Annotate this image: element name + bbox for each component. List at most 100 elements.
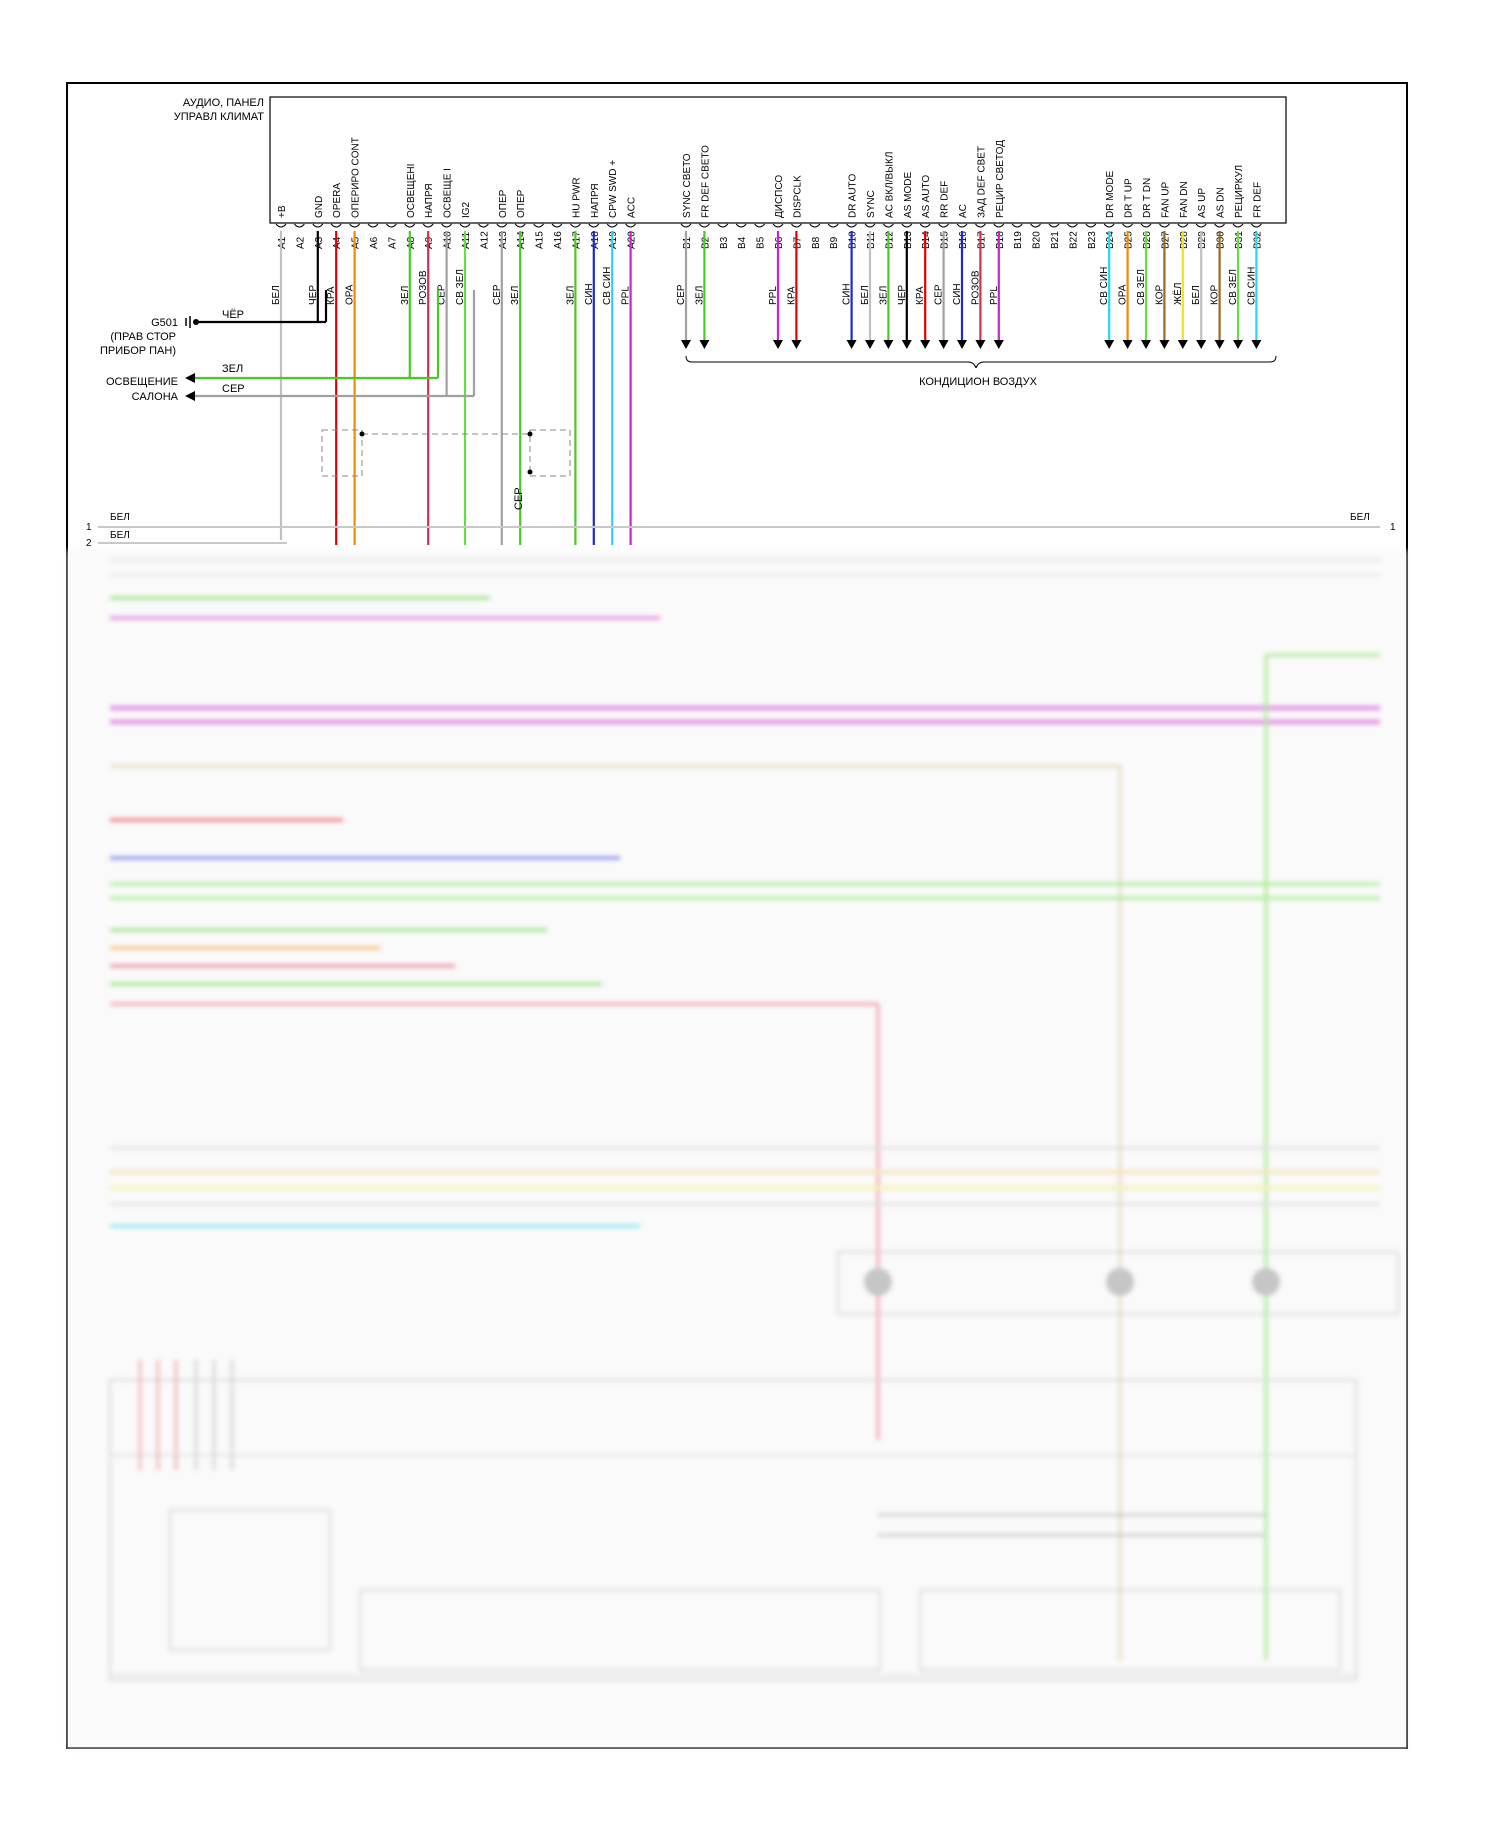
pin-func-b16: AC [958,204,969,218]
pin-socket-a7 [386,223,397,228]
pin-func-a5: ОПЕРИРО CONT [351,137,362,218]
pin-label-b20: B20 [1032,231,1043,249]
pin-func-b13: AS MODE [903,172,914,218]
pin-func-b29: AS UP [1197,188,1208,218]
pin-socket-a19 [606,223,618,228]
wire-label-a13: СЕР [492,284,503,305]
pin-func-b24: DR MODE [1105,170,1116,218]
output-label-2: САЛОНА [132,391,179,403]
arrow-b12 [883,340,894,349]
arrow-b32 [1251,340,1262,349]
lower-diagram-blurred [66,550,1408,1750]
pin-label-b18: B18 [995,231,1006,249]
pin-func-a9: НАПРЯ [424,183,435,218]
pin-func-a10: ОСВЕЩЕ І [443,168,454,218]
pin-func-b32: FR DEF [1252,182,1263,218]
output-gray-wire-label: СЕР [222,383,245,395]
pin-socket-b6 [772,223,784,228]
ground-sub1: (ПРАВ СТОР [110,331,176,343]
pin-socket-a11 [459,223,471,228]
hvac-bracket: КОНДИЦИОН ВОЗДУХ [685,355,1277,388]
pin-socket-b23 [1085,223,1097,228]
pin-label-b27: B27 [1160,231,1171,249]
blur-background [66,550,1408,1750]
bus-rows: 1 БЕЛ БЕЛ 1 2 БЕЛ [86,512,1396,549]
pin-socket-a6 [367,223,379,228]
output-gray-arrow [185,391,195,401]
wire-label-b17: РОЗОВ [970,270,981,305]
module-title-line1: АУДИО, ПАНЕЛ [183,97,264,109]
pin-socket-a18 [588,223,600,228]
pin-label-a17: A17 [571,231,582,249]
pin-label-b4: B4 [737,236,748,249]
pin-socket-b27 [1159,223,1170,228]
arrow-b13 [901,340,912,349]
pin-socket-a3 [312,223,324,228]
connector-a-wires [279,231,632,545]
pin-label-a7: A7 [387,236,398,249]
pin-label-a14: A14 [516,231,527,249]
pin-socket-b15 [938,223,949,228]
pin-socket-a17 [570,223,581,228]
arrow-b14 [920,340,931,349]
pin-label-b5: B5 [756,236,767,249]
pin-socket-b12 [883,223,894,228]
pin-socket-a13 [496,223,508,228]
pin-socket-b14 [919,223,931,228]
pin-socket-b4 [735,223,747,228]
pin-func-b14: AS AUTO [921,175,932,218]
blur-switch-inner [109,1454,1357,1676]
pin-label-a4: A4 [332,236,343,249]
wire-label-b29: БЕЛ [1191,285,1202,305]
pin-label-b13: B13 [903,231,914,249]
pin-func-b27: FAN UP [1160,182,1171,218]
arrow-b17 [975,340,986,349]
pin-label-a3: A3 [314,236,325,249]
pin-socket-b18 [993,223,1005,228]
output-green-arrow [185,373,195,383]
wire-label-a1: БЕЛ [271,285,282,305]
pin-socket-a9 [422,223,434,228]
blur-switch-group-right [919,1589,1341,1671]
pin-label-b31: B31 [1234,231,1245,249]
output-label-1: ОСВЕЩЕНИЕ [106,376,178,388]
pin-label-a15: A15 [535,231,546,249]
ground-wire-label: ЧЁР [222,309,244,321]
blur-component-box [837,1251,1399,1315]
pin-func-a19: CPW SWD + [608,160,619,218]
wire-label-b10: СИН [842,283,853,305]
pin-func-a4: OPERA [332,183,343,218]
ground-node [193,319,199,325]
pin-func-b18: РЕЦИР СВЕТОД [995,140,1006,218]
pin-func-a1: +B [277,205,288,218]
pin-func-a3: GND [314,196,325,218]
ground-label: G501 [151,317,178,329]
pin-label-a1: A1 [277,236,288,249]
wire-label-a11: СВ ЗЕЛ [455,269,466,305]
bus-row-1-num-left: 1 [86,522,92,533]
pin-socket-b7 [791,223,802,228]
pin-label-a6: A6 [369,236,380,249]
pin-label-b2: B2 [700,236,711,249]
arrow-b15 [938,340,949,349]
pin-label-b3: B3 [719,236,730,249]
pin-socket-a14 [514,223,526,228]
pin-func-b15: RR DEF [940,181,951,218]
pin-label-b9: B9 [829,236,840,249]
arrow-b24 [1104,340,1115,349]
pin-label-b24: B24 [1105,231,1116,249]
connector-a-pins: A1 +B БЕЛ A2 A3 GND ЧЕР A4 OPERA КРА A5 ОПЕРИРО CON… [271,137,638,305]
pin-label-b11: B11 [866,232,877,249]
pin-socket-b31 [1232,223,1244,228]
module-title-line2: УПРАВЛ КЛИМАТ [174,111,264,123]
blur-switch-group-left [169,1509,331,1651]
pin-func-a13: ОПЕР [498,189,509,218]
pin-socket-b30 [1214,223,1225,228]
pin-label-b32: B32 [1252,231,1263,249]
pin-label-b10: B10 [848,231,859,249]
wire-label-b27: КОР [1154,285,1165,305]
pin-func-b10: DR AUTO [848,174,859,218]
pin-func-a18: НАПРЯ [590,183,601,218]
hvac-brace-right [975,355,1277,369]
